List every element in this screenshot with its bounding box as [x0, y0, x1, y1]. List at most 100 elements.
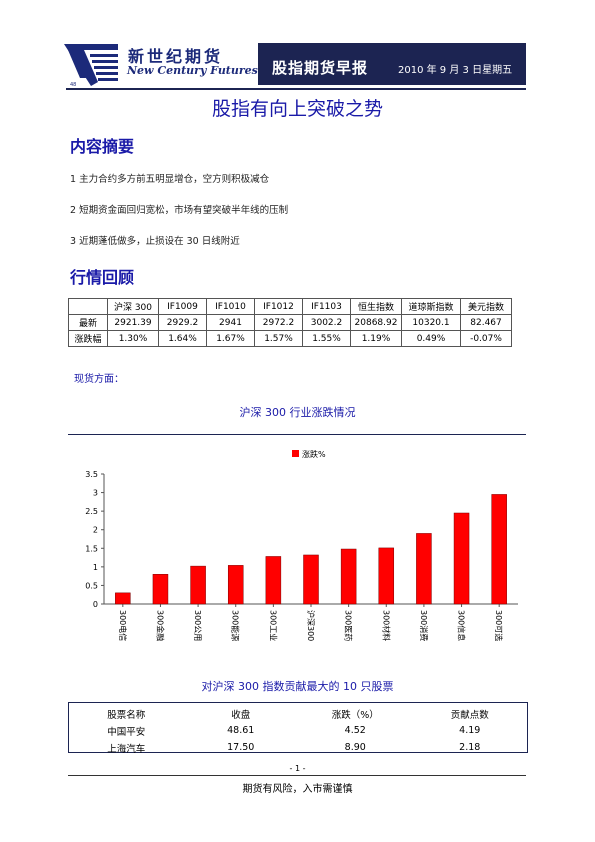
table-cell: 1.55% — [302, 330, 351, 347]
summary-section-title: 内容摘要 — [70, 137, 135, 156]
table-cell: 1.19% — [350, 330, 402, 347]
spot-section-label: 现货方面： — [74, 374, 124, 385]
company-name-cn: 新世纪期货 — [128, 47, 224, 66]
y-tick-label: 0 — [93, 600, 98, 609]
table-cell: 17.50 — [227, 742, 255, 753]
table-header-cell: 涨跌（%） — [331, 709, 379, 721]
report-title: 股指期货早报 — [272, 59, 369, 77]
table-cell: 1.64% — [158, 330, 207, 347]
chart-bar — [227, 565, 244, 605]
report-banner — [258, 43, 526, 85]
chart-bar — [416, 533, 432, 605]
chart-bar — [453, 512, 470, 605]
table-header-row: 沪深 300 IF1009 IF1010 IF1012 IF1103 恒生指数 … — [68, 298, 512, 315]
table-row: 涨跌幅 1.30% 1.64% 1.67% 1.57% 1.55% 1.19% … — [68, 330, 512, 347]
company-logo-icon — [64, 44, 118, 86]
summary-item: 1 主力合约多方前五明显增仓，空方则积极减仓 — [70, 174, 270, 185]
x-tick-label: 沪深300 — [306, 610, 316, 641]
y-tick-label: 3.5 — [85, 470, 98, 479]
table-row: 上海汽车 17.50 8.90 2.18 — [69, 739, 527, 756]
table-header-cell: 美元指数 — [460, 298, 512, 315]
chart-legend: 涨跌% — [292, 449, 326, 459]
table-cell: 4.19 — [459, 725, 481, 736]
chart-bar — [265, 556, 282, 605]
chart-axes: 0 0.5 1 1.5 2 2.5 3 3.5 — [85, 470, 518, 609]
table-cell: 上海汽车 — [107, 743, 146, 755]
x-tick-label: 300金融 — [155, 610, 165, 641]
y-tick-label: 1.5 — [85, 544, 98, 553]
chart-top-divider — [68, 434, 526, 435]
table-cell: 10320.1 — [401, 314, 461, 331]
industry-bar-chart: 涨跌% 0 0.5 1 1.5 2 2.5 3 3.5 300电信 300金融 300公用 300能… — [68, 436, 526, 661]
chart-bar — [115, 592, 131, 605]
table-cell: 最新 — [68, 314, 108, 331]
chart-x-labels: 300电信 300金融 300公用 300能源 300工业 沪深300 300医药 300材料… — [118, 610, 504, 641]
table-header-cell: 贡献点数 — [450, 709, 489, 721]
company-name-en: New Century Futures — [127, 64, 258, 77]
table-header-cell: IF1009 — [158, 298, 207, 315]
table-row: 最新 2921.39 2929.2 2941 2972.2 3002.2 208… — [68, 314, 512, 331]
table-cell: 2929.2 — [158, 314, 207, 331]
x-tick-label: 300信息 — [457, 610, 467, 641]
table-cell: 中国平安 — [107, 726, 146, 738]
x-tick-label: 300材料 — [381, 610, 391, 641]
y-tick-label: 0.5 — [85, 581, 98, 590]
table-cell: 20868.92 — [350, 314, 402, 331]
stocks-table: 股票名称 收盘 涨跌（%） 贡献点数 中国平安 48.61 4.52 4.19 … — [69, 705, 527, 756]
legend-swatch — [292, 450, 299, 457]
x-tick-label: 300电信 — [118, 610, 128, 641]
footer-divider — [68, 775, 526, 776]
market-table: 沪深 300 IF1009 IF1010 IF1012 IF1103 恒生指数 … — [68, 298, 512, 347]
table-row: 中国平安 48.61 4.52 4.19 — [69, 722, 527, 739]
y-tick-label: 2 — [93, 526, 98, 535]
table-header-cell: IF1012 — [254, 298, 303, 315]
table-cell: 4.52 — [344, 725, 366, 736]
table-cell: 2.18 — [459, 742, 481, 753]
table-header-cell: 沪深 300 — [107, 298, 159, 315]
page-headline: 股指有向上突破之势 — [211, 98, 383, 120]
table-cell: 1.57% — [254, 330, 303, 347]
risk-disclaimer: 期货有风险，入市需谨慎 — [242, 784, 353, 795]
chart-title: 沪深 300 行业涨跌情况 — [239, 406, 356, 419]
table-cell: 0.49% — [401, 330, 461, 347]
x-tick-label: 300公用 — [193, 610, 202, 641]
table-cell: -0.07% — [460, 330, 512, 347]
stocks-title: 对沪深 300 指数贡献最大的 10 只股票 — [201, 680, 394, 693]
x-tick-label: 300医药 — [344, 610, 354, 641]
table-cell: 1.67% — [206, 330, 255, 347]
legend-label: 涨跌% — [302, 449, 326, 459]
x-tick-label: 300能源 — [231, 610, 241, 641]
table-cell: 涨跌幅 — [68, 330, 108, 347]
summary-item: 3 近期蓬低做多，止损设在 30 日线附近 — [70, 236, 240, 247]
summary-item: 2 短期资金面回归宽松，市场有望突破半年线的压制 — [70, 205, 289, 216]
table-header-cell: IF1010 — [206, 298, 255, 315]
table-cell: 48.61 — [227, 725, 255, 736]
logo-small-text: 48 — [70, 82, 77, 88]
table-cell: 2972.2 — [254, 314, 303, 331]
y-tick-label: 3 — [93, 489, 98, 498]
chart-bar — [340, 548, 357, 605]
table-cell: 2921.39 — [107, 314, 159, 331]
chart-bar — [190, 565, 206, 605]
table-header-cell: 股票名称 — [107, 709, 146, 721]
chart-bar — [152, 574, 169, 605]
chart-bars — [115, 494, 507, 605]
table-cell: 1.30% — [107, 330, 159, 347]
table-header-row: 股票名称 收盘 涨跌（%） 贡献点数 — [69, 705, 527, 722]
chart-canvas: 涨跌% 0 0.5 1 1.5 2 2.5 3 3.5 300电信 300金融 300公用 300能… — [85, 449, 518, 641]
table-cell: 82.467 — [460, 314, 512, 331]
table-cell: 3002.2 — [302, 314, 351, 331]
table-cell: 8.90 — [344, 742, 366, 753]
chart-bar — [303, 554, 319, 605]
chart-bar — [378, 547, 395, 605]
stocks-table-frame: 股票名称 收盘 涨跌（%） 贡献点数 中国平安 48.61 4.52 4.19 … — [68, 702, 528, 756]
table-header-cell — [68, 298, 108, 315]
y-tick-label: 1 — [93, 563, 98, 572]
y-tick-label: 2.5 — [85, 507, 98, 516]
report-date: 2010 年 9 月 3 日星期五 — [398, 65, 513, 76]
page-number: - 1 - — [289, 764, 306, 773]
table-cell: 2941 — [206, 314, 255, 331]
header-divider — [66, 88, 526, 90]
chart-bar — [491, 494, 507, 605]
table-header-cell: IF1103 — [302, 298, 351, 315]
